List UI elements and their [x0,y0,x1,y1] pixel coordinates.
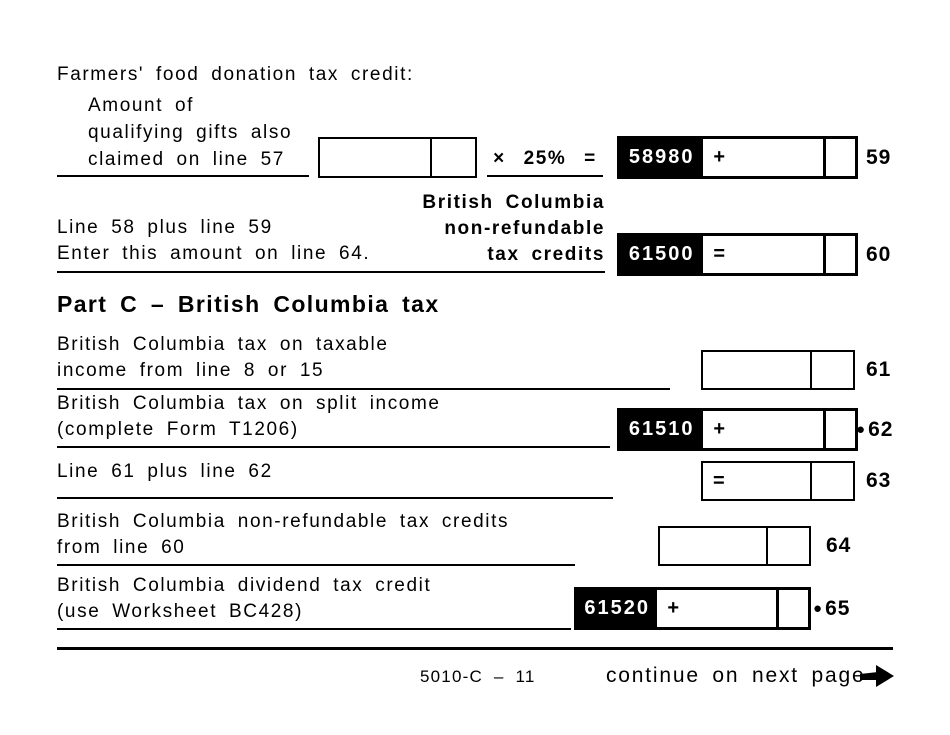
continue-next-page-label: continue on next page [606,664,866,687]
line59-amount-input[interactable]: + [703,139,823,176]
line62-label-rule [57,446,610,448]
line60-label-rule [57,271,605,273]
line59-operator: + [713,146,727,168]
footer-rule [57,647,893,650]
line60-code-tag: 61500 [620,236,704,273]
line63-operator: = [713,469,726,492]
multiplier-rule [487,175,603,177]
line62-code-tag: 61510 [620,411,704,448]
line60-operator: = [713,243,727,265]
amount-label-line2: qualifying gifts also [88,122,293,143]
line62-cents-input[interactable] [825,411,855,448]
line64-cents-input[interactable] [766,528,809,564]
line63-amount-box: = [701,461,855,501]
nonrefundable-credits-label: British Columbia non-refundable tax credit… [422,192,605,265]
line63-label-rule [57,497,613,499]
line65-operator: + [667,597,681,619]
multiplier-label: × 25% = [493,148,597,169]
line65-amount-input[interactable]: + [657,590,776,627]
line61-number: 61 [866,358,892,381]
line61-label-line2: income from line 8 or 15 [57,360,325,381]
amount-label-line3: claimed on line 57 [88,149,285,170]
line60-cents-input[interactable] [825,236,855,273]
line65-code-tag: 61520 [577,590,658,627]
line65-label-rule [57,628,571,630]
line61-dollars-input[interactable] [703,352,810,388]
line64-number: 64 [826,534,852,557]
line62-amount-input[interactable]: + [703,411,823,448]
line64-label-line2: from line 60 [57,537,186,558]
line59-number: 59 [866,145,892,169]
line62-label-line2: (complete Form T1206) [57,419,299,440]
line59-code-tag: 58980 [620,139,704,176]
line57-gifts-dollars-input[interactable] [320,139,430,176]
line63-number: 63 [866,469,892,492]
line60-amount-input[interactable]: = [703,236,823,273]
line60-label-line2: Enter this amount on line 64. [57,243,371,264]
amount-label-line1: Amount of [88,95,195,116]
line59-field: 58980 + [617,136,858,179]
line62-number: ● 62 [856,417,894,441]
line65-cents-input[interactable] [778,590,808,627]
line64-label-line1: British Columbia non-refundable tax cred… [57,511,510,532]
next-page-arrow-icon [860,665,894,687]
line64-amount-box [658,526,811,566]
line62-bullet-dot: ● [856,421,867,438]
line60-number: 60 [866,242,892,266]
line63-label: Line 61 plus line 62 [57,461,273,482]
line63-cents-input[interactable] [810,463,853,499]
line62-field: 61510 + [617,408,858,451]
part-c-heading: Part C – British Columbia tax [57,291,440,317]
line61-cents-input[interactable] [810,352,853,388]
line61-label-line1: British Columbia tax on taxable [57,334,389,355]
line60-label-line1: Line 58 plus line 59 [57,217,273,238]
footer-form-code: 5010-C – 11 [420,667,536,686]
line64-dollars-input[interactable] [660,528,766,564]
line62-label-line1: British Columbia tax on split income [57,393,441,414]
line57-gifts-amount-box [318,137,477,178]
line57-gifts-cents-input[interactable] [430,139,475,176]
amount-label-rule [57,175,309,177]
line61-amount-box [701,350,855,390]
line65-label-line2: (use Worksheet BC428) [57,601,304,622]
line65-bullet-dot: ● [813,600,824,617]
line65-field: 61520 + [574,587,811,630]
line64-label-rule [57,564,575,566]
line61-label-rule [57,388,670,390]
line60-field: 61500 = [617,233,858,276]
line65-number: ● 65 [813,596,851,620]
line59-cents-input[interactable] [825,139,855,176]
farmers-credit-title: Farmers' food donation tax credit: [57,64,414,85]
line63-dollars-input[interactable]: = [703,463,810,499]
line62-operator: + [713,418,727,440]
line65-label-line1: British Columbia dividend tax credit [57,575,432,596]
